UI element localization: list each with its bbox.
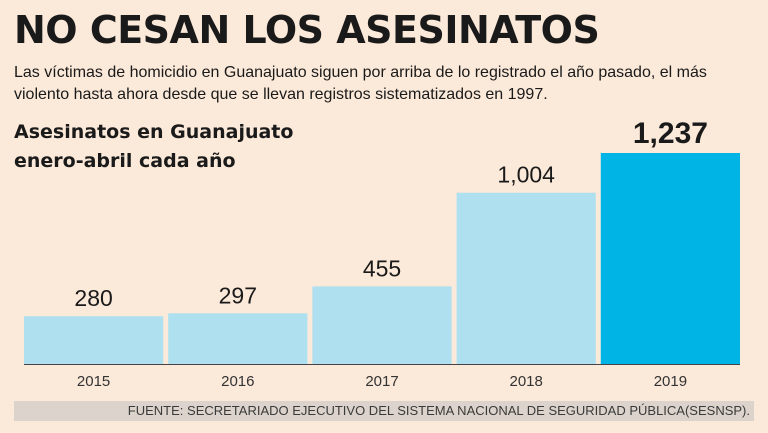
headline: NO CESAN LOS ASESINATOS bbox=[14, 8, 600, 52]
tick-label-2015: 2015 bbox=[77, 373, 110, 390]
tick-label-2016: 2016 bbox=[221, 373, 254, 390]
tick-label-2019: 2019 bbox=[654, 373, 687, 390]
bar-2016 bbox=[168, 313, 308, 364]
value-label-2019: 1,237 bbox=[633, 117, 708, 150]
bar-2019 bbox=[600, 153, 740, 364]
bar-chart: 280 2015 297 2016 455 2017 1,004 2018 1,237 2019 bbox=[24, 117, 740, 390]
chart-title-block: Asesinatos en Guanajuato enero-abril cad… bbox=[14, 118, 293, 176]
tick-label-2017: 2017 bbox=[365, 373, 398, 390]
bar-2018 bbox=[456, 192, 596, 364]
chart-title: Asesinatos en Guanajuato bbox=[14, 121, 294, 143]
bar-2017 bbox=[312, 286, 452, 364]
source-note: FUENTE: SECRETARIADO EJECUTIVO DEL SISTE… bbox=[14, 401, 754, 421]
bar-2015 bbox=[24, 316, 164, 364]
subtitle: Las víctimas de homicidio en Guanajuato … bbox=[14, 64, 707, 103]
value-label-2017: 455 bbox=[363, 255, 401, 281]
value-label-2015: 280 bbox=[74, 285, 112, 311]
value-label-2016: 297 bbox=[219, 282, 257, 308]
value-label-2018: 1,004 bbox=[497, 162, 555, 188]
tick-label-2018: 2018 bbox=[510, 373, 543, 390]
chart-subtitle: enero-abril cada año bbox=[14, 150, 236, 172]
